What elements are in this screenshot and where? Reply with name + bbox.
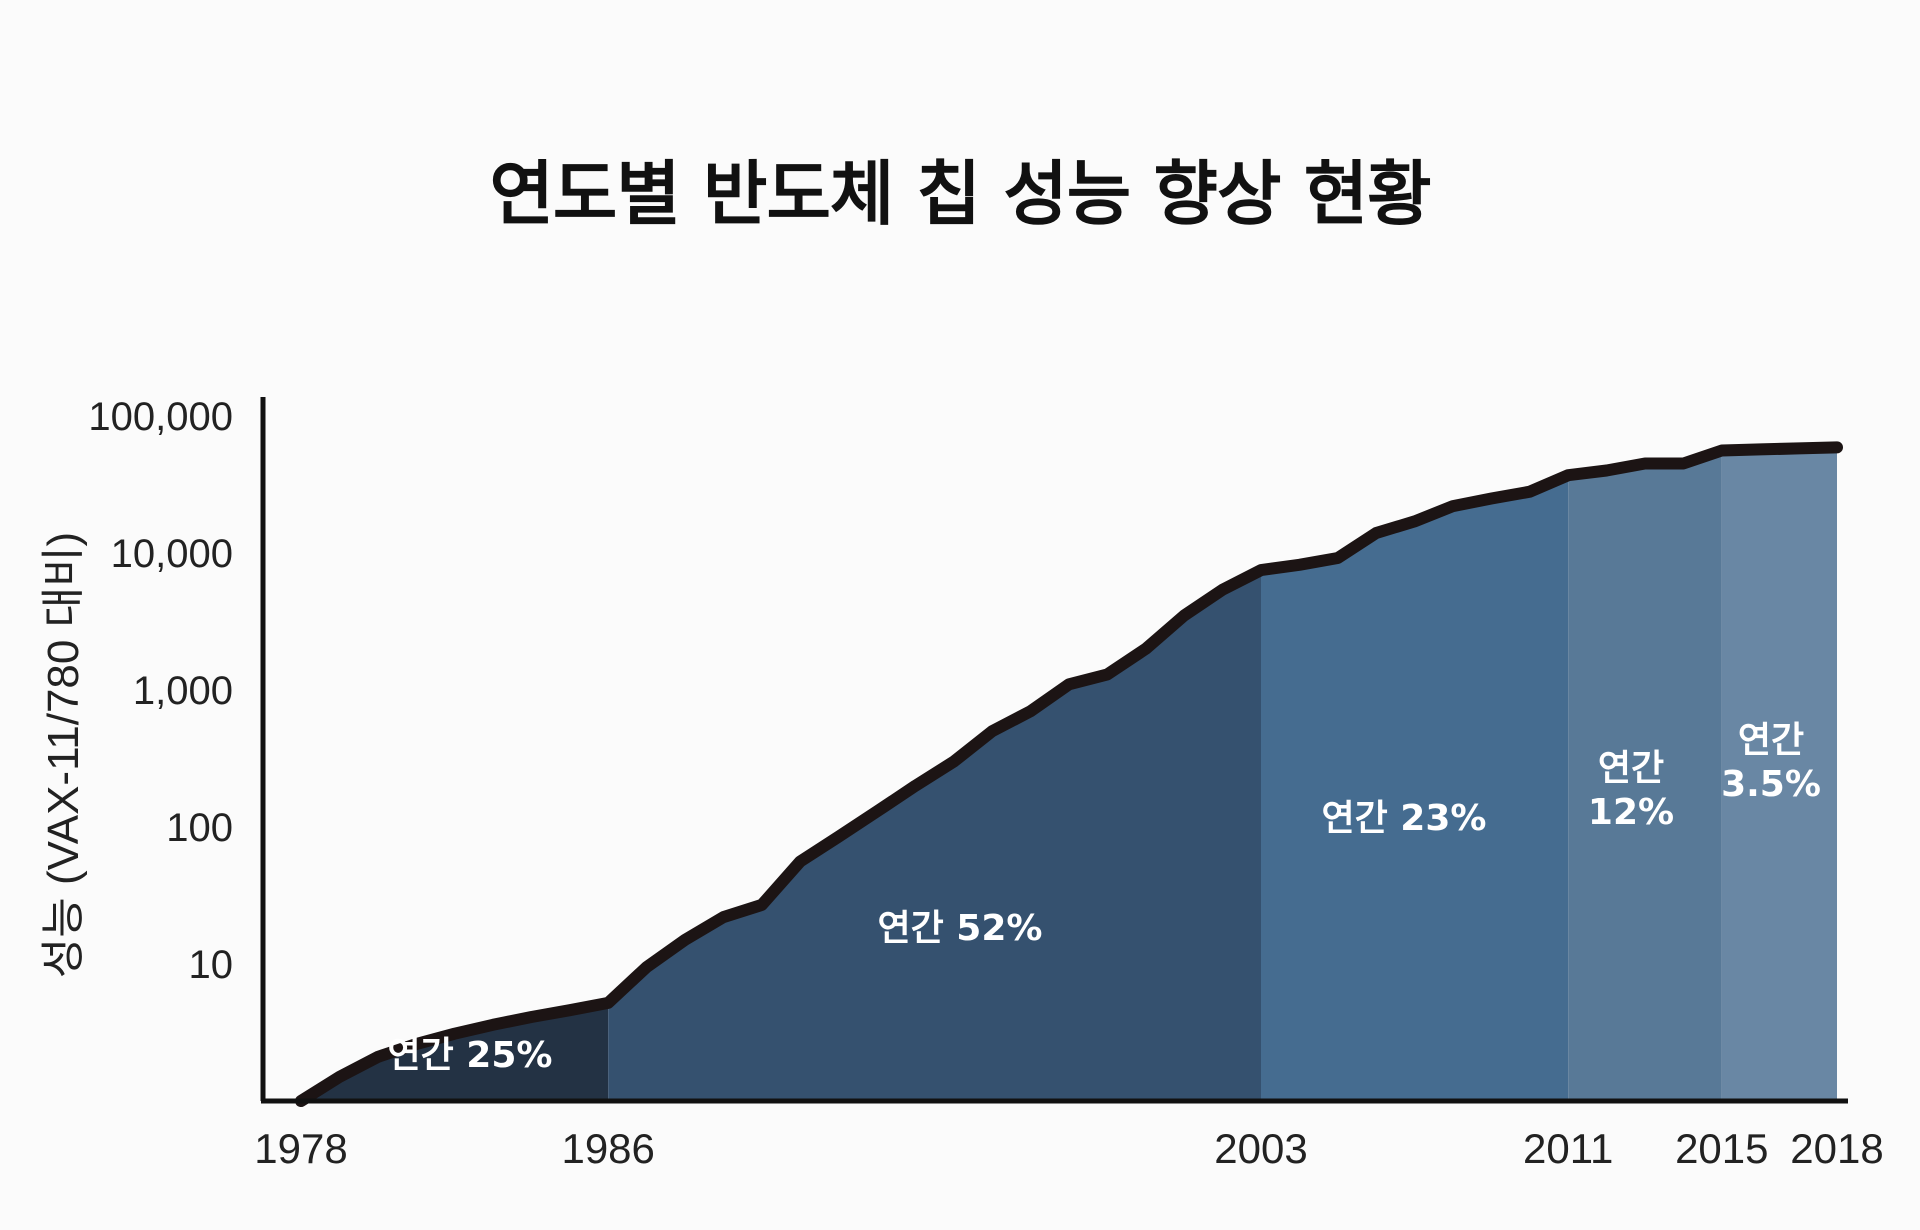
segment-area-2003-2011 — [1261, 475, 1569, 1101]
segment-label-2011-2015: 연간 12% — [1588, 748, 1674, 833]
segment-label-1986-2003: 연간 52% — [878, 908, 1043, 949]
segment-area-2015-2018 — [1721, 447, 1837, 1101]
segment-label-line: 12% — [1588, 792, 1674, 833]
segment-label-line: 연간 — [1598, 748, 1664, 789]
x-tick-label: 2003 — [1214, 1125, 1307, 1172]
segment-area-1978-1986 — [301, 1002, 609, 1101]
y-tick-label: 10,000 — [111, 532, 233, 576]
y-tick-label: 100,000 — [88, 395, 233, 439]
segment-label-line: 3.5% — [1721, 764, 1821, 805]
tick-labels: 1978 1986 2003 2011 2015 2018 10 100 1,000 10,000… — [39, 395, 1884, 1172]
y-tick-label: 1,000 — [133, 669, 233, 713]
segment-areas — [301, 447, 1837, 1101]
segment-label-line: 연간 52% — [878, 908, 1043, 949]
x-tick-label: 1986 — [561, 1125, 654, 1172]
segment-label-1978-1986: 연간 25% — [388, 1035, 553, 1076]
segment-label-line: 연간 23% — [1322, 798, 1487, 839]
segment-label-2003-2011: 연간 23% — [1322, 798, 1487, 839]
segment-labels: 연간 25%연간 52%연간 23%연간 12%연간 3.5% — [388, 720, 1821, 1076]
segment-label-line: 연간 — [1738, 720, 1804, 761]
segment-label-line: 연간 25% — [388, 1035, 553, 1076]
x-tick-label: 2018 — [1790, 1125, 1883, 1172]
segment-label-2015-2018: 연간 3.5% — [1721, 720, 1821, 805]
y-tick-label: 100 — [166, 806, 233, 850]
segment-area-1986-2003 — [608, 570, 1261, 1101]
chart-title: 연도별 반도체 칩 성능 향상 현황 — [489, 153, 1431, 235]
segment-area-2011-2015 — [1568, 450, 1722, 1101]
x-tick-label: 2015 — [1675, 1125, 1768, 1172]
y-axis-title: 성능 (VAX-11/780 대비) — [39, 532, 88, 978]
y-tick-label: 10 — [189, 943, 234, 987]
x-tick-label: 1978 — [254, 1125, 347, 1172]
x-tick-label: 2011 — [1523, 1125, 1613, 1172]
axes — [260, 397, 1848, 1104]
